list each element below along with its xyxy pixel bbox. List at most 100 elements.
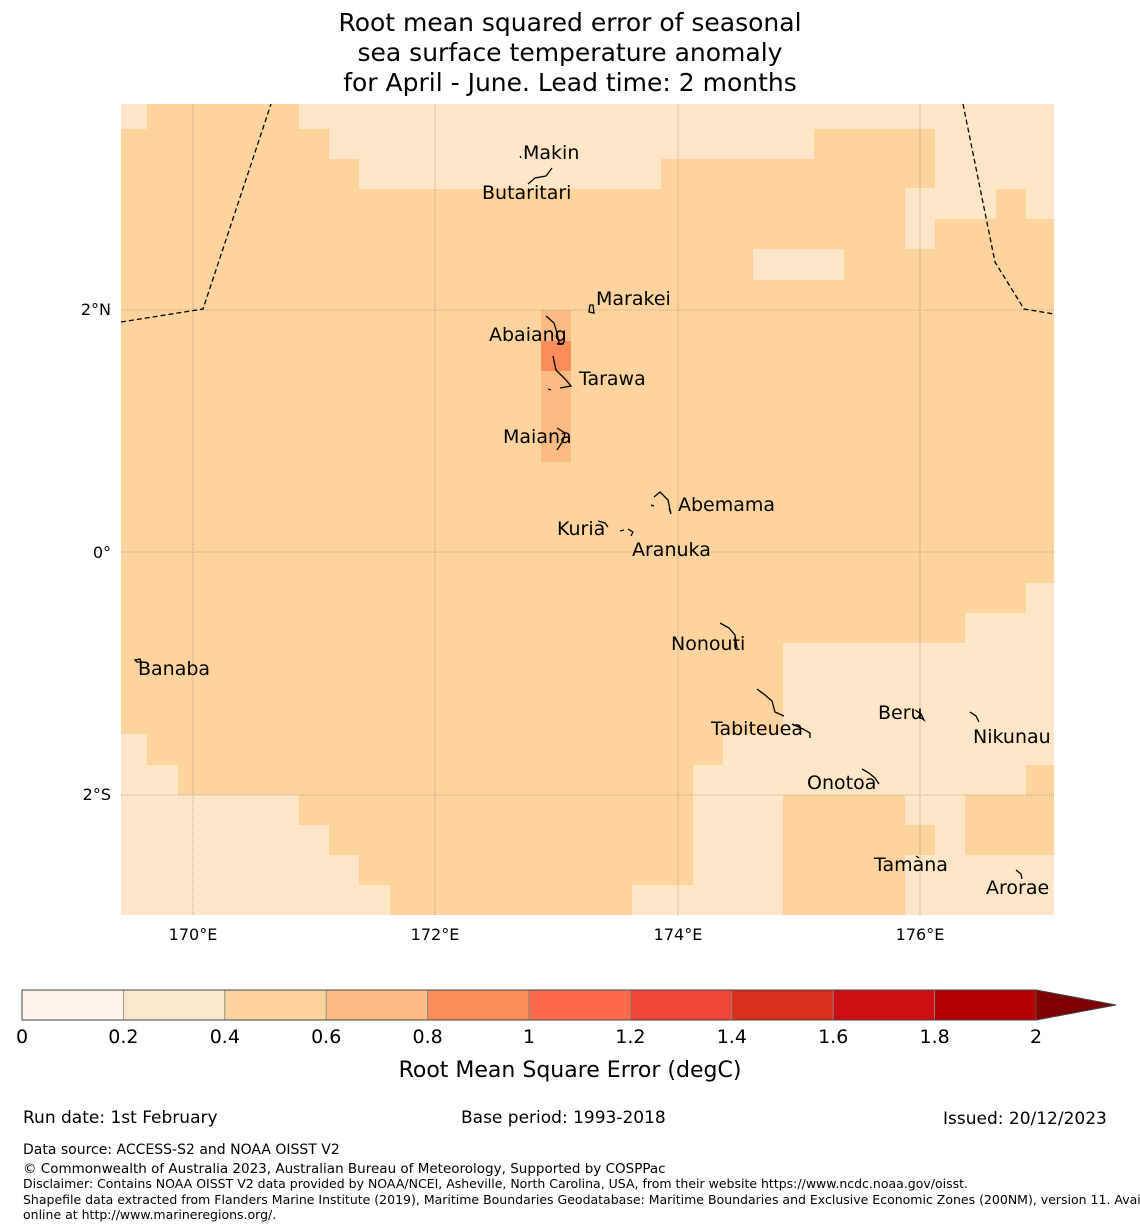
island-label-butaritari: Butaritari [482,182,571,204]
island-label-banaba: Banaba [138,658,210,680]
base-period: Base period: 1993-2018 [461,1108,666,1128]
shapefile-credit-line-1: Shapefile data extracted from Flanders M… [23,1192,1140,1207]
colorbar-segment [224,989,327,1021]
light-cell [905,795,965,826]
tarawa-cell [541,341,571,372]
title-line-3: for April - June. Lead time: 2 months [343,68,797,97]
eez-boundaries [120,103,1055,323]
light-cell [935,128,1054,159]
lat-label-0: 0° [93,543,111,562]
island-label-makin: Makin [523,142,579,164]
island-label-nonouti: Nonouti [671,633,745,655]
tamana-outline [915,855,920,859]
colorbar-tick-label: 0 [16,1026,28,1048]
colorbar-segment [731,989,834,1021]
light-cell [965,613,1054,644]
tarawa-outline [547,355,573,391]
colorbar-tick-label: 0.2 [108,1026,138,1048]
eez-boundary-east [962,103,1055,315]
onotoa-outline [861,768,880,785]
light-cell [905,855,1054,915]
island-label-arorae: Arorae [986,877,1049,899]
shapefile-credit-line-2: online at http://www.marineregions.org/. [23,1207,277,1222]
light-cell [147,765,178,915]
mid-cell [1026,765,1054,796]
light-cell [905,188,996,219]
tarawa-cell [541,371,571,462]
colorbar-outline [21,989,1117,1021]
colorbar-tick-label: 1.4 [717,1026,747,1048]
gridlines [121,104,1054,915]
light-cell [1026,583,1054,614]
island-label-maiana: Maiana [503,426,572,448]
colorbar-segment [325,989,429,1021]
mid-cell [965,795,1054,855]
tabiteuea-outline [756,688,811,738]
island-label-beru: Beru [878,702,923,724]
map-title: Root mean squared error of seasonal sea … [0,8,1140,98]
island-label-tabiteuea: Tabiteuea [710,718,803,740]
colorbar-segment [934,989,1037,1021]
lon-label-172e: 172°E [411,925,460,944]
light-cell [178,795,299,915]
lon-label-170e: 170°E [169,925,218,944]
island-label-marakei: Marakei [596,288,671,310]
colorbar-extend-arrow [1035,989,1117,1021]
light-cell [121,104,147,129]
colorbar-segment [123,989,226,1021]
light-cell [783,643,1054,735]
light-cell [329,855,359,915]
light-cell [1026,188,1054,219]
eez-boundary-west [120,103,272,323]
run-date: Run date: 1st February [23,1108,218,1128]
colorbar-segment [630,989,733,1021]
colorbar-tick-label: 2 [1030,1026,1042,1048]
island-label-aranuka: Aranuka [632,539,711,561]
light-cell [121,734,147,915]
colorbar-label: Root Mean Square Error (degC) [399,1058,742,1083]
light-cell [753,249,844,280]
light-cell [299,825,329,915]
title-line-1: Root mean squared error of seasonal [338,8,802,37]
light-cell [905,218,935,249]
light-cell [935,158,1054,189]
title-line-2: sea surface temperature anomaly [357,38,783,67]
colorbar-tick-label: 0.4 [210,1026,240,1048]
nikunau-outline [969,711,980,723]
light-cell [632,885,693,915]
abemama-outline [650,491,672,515]
light-cell [299,104,1054,129]
island-label-abemama: Abemama [678,494,775,516]
light-cell [783,885,874,915]
light-cell [693,765,1026,796]
light-cell [693,795,783,915]
light-cell [661,128,814,159]
colorbar-tick-label: 1.8 [919,1026,949,1048]
colorbar-segment [427,989,530,1021]
data-source: Data source: ACCESS-S2 and NOAA OISST V2 [23,1142,340,1158]
colorbar-segment [832,989,936,1021]
colorbar-tick-label: 0.6 [311,1026,341,1048]
lon-label-174e: 174°E [654,925,703,944]
maiana-outline [556,427,566,451]
tarawa-cell [541,310,571,341]
light-cell [329,128,661,159]
island-label-nikunau: Nikunau [973,726,1051,748]
island-label-kuria: Kuria [557,518,605,540]
light-cell [359,158,661,189]
nonouti-outline [719,622,738,649]
island-label-onotoa: Onotoa [807,772,876,794]
beru-outline [914,709,926,722]
rmse-grid [121,104,1054,915]
copyright: © Commonwealth of Australia 2023, Austra… [23,1161,666,1177]
colorbar-tick-label: 1.2 [615,1026,645,1048]
lon-label-176e: 176°E [896,925,945,944]
island-outlines [133,155,1023,880]
aranuka-outline [619,528,634,537]
colorbar-tick-label: 0.8 [412,1026,442,1048]
marakei-outline [588,304,595,314]
abaiang-outline [545,315,565,345]
issued-date: Issued: 20/12/2023 [943,1109,1107,1129]
lat-label-2n: 2°N [81,300,111,319]
